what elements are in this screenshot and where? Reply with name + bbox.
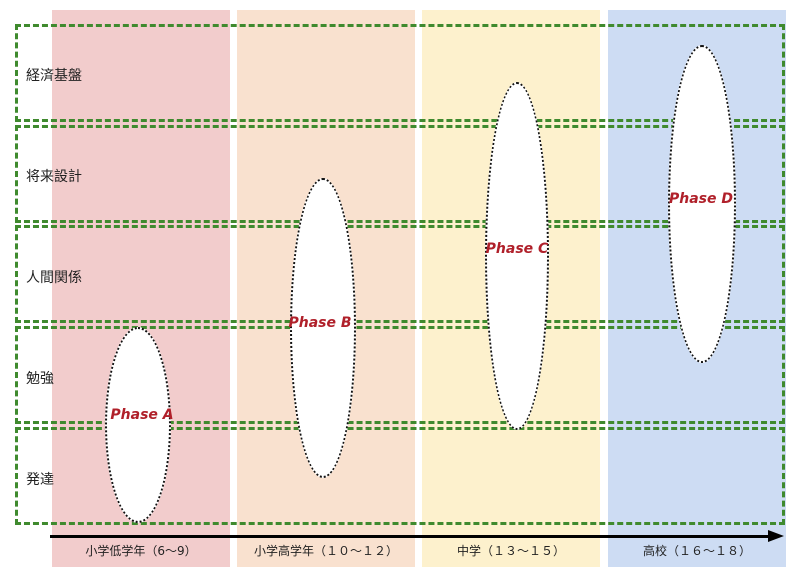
phase-d-label: Phase D: [669, 191, 733, 207]
row-box-future-planning: [15, 125, 785, 223]
row-label-relationships: 人間関係: [26, 270, 82, 286]
phase-b-ellipse: [290, 178, 356, 478]
row-label-development: 発達: [26, 472, 54, 488]
column-label-elementary-lower: 小学低学年（6〜9）: [85, 544, 197, 558]
column-label-high-school: 高校（１６〜１８）: [642, 544, 751, 558]
row-label-study: 勉強: [26, 371, 54, 387]
row-label-economic-base: 経済基盤: [26, 68, 82, 84]
row-box-economic-base: [15, 24, 785, 122]
row-box-development: [15, 427, 785, 525]
row-box-study: [15, 326, 785, 424]
phase-a-label: Phase A: [110, 407, 174, 423]
column-label-elementary-upper: 小学高学年（１０〜１２）: [253, 544, 398, 558]
time-axis-arrowhead-icon: [768, 530, 784, 542]
column-label-junior-high: 中学（１３〜１５）: [456, 544, 565, 558]
phase-d-ellipse: [668, 45, 736, 363]
phase-c-label: Phase C: [485, 241, 549, 257]
phase-b-label: Phase B: [288, 315, 352, 331]
row-label-future-planning: 将来設計: [26, 169, 82, 185]
row-box-relationships: [15, 225, 785, 323]
time-axis-line: [50, 535, 770, 538]
phase-a-ellipse: [105, 327, 171, 523]
phase-c-ellipse: [485, 82, 549, 430]
